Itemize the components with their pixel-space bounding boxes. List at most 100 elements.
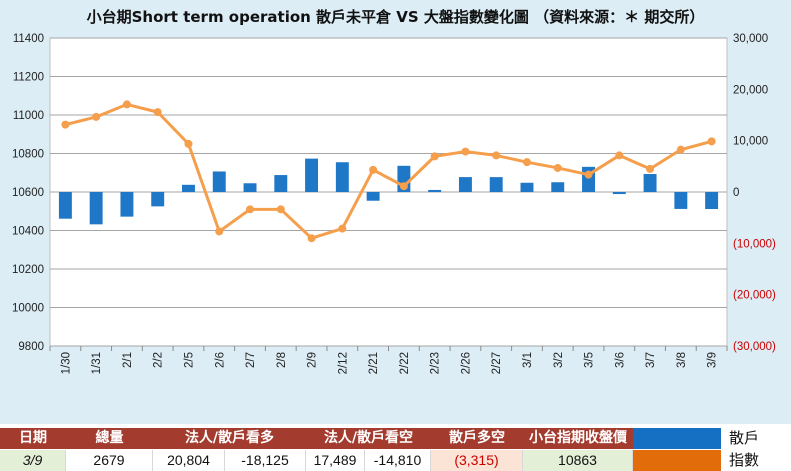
line-index xyxy=(65,102,713,240)
bar-retail xyxy=(520,182,534,192)
bar-retail xyxy=(674,192,688,209)
cell-net: (3,315) xyxy=(431,450,523,471)
x-tick-label: 2/9 xyxy=(307,352,319,368)
x-tick-label: 3/6 xyxy=(614,352,626,368)
header-date: 日期 xyxy=(0,428,66,449)
chart-panel: 9800 10000 10200 10400 10600 10800 11000 11200 1… xyxy=(0,0,791,424)
left-tick-label: 9800 xyxy=(18,341,44,353)
point-index xyxy=(553,163,562,172)
x-tick-label: 3/1 xyxy=(522,352,534,368)
x-tick-label: 2/22 xyxy=(399,352,411,374)
left-tick-label: 11400 xyxy=(13,33,44,45)
bar-retail xyxy=(120,192,134,217)
right-tick-label: 20,000 xyxy=(733,84,768,96)
cell-short-inst: 17,489 xyxy=(306,450,365,471)
x-tick-label: 2/21 xyxy=(368,352,380,374)
x-tick-label: 3/9 xyxy=(707,352,719,368)
cell-long-retail: -18,125 xyxy=(225,450,306,471)
bar-retail xyxy=(458,177,472,192)
point-index xyxy=(61,120,70,129)
bar-retail xyxy=(274,175,288,192)
point-index xyxy=(338,224,347,233)
table-header-row: 日期 總量 法人/散戶看多 法人/散戶看空 散戶多空 小台指期收盤價 散戶 xyxy=(0,428,791,449)
cell-long-inst: 20,804 xyxy=(153,450,225,471)
right-tick-label: (20,000) xyxy=(733,290,776,302)
header-volume: 總量 xyxy=(66,428,153,449)
bar-retail xyxy=(182,184,195,192)
point-index xyxy=(246,205,255,214)
point-index xyxy=(276,205,285,214)
right-tick-label: (10,000) xyxy=(733,238,776,250)
chart-plot: 9800 10000 10200 10400 10600 10800 11000 11200 1… xyxy=(12,33,776,374)
x-tick-label: 2/8 xyxy=(276,352,288,368)
cell-short-retail: -14,810 xyxy=(365,450,431,471)
left-tick-label: 11000 xyxy=(13,110,44,122)
point-index xyxy=(461,147,470,156)
left-tick-label: 10800 xyxy=(12,149,44,161)
bar-retail xyxy=(489,177,503,192)
left-tick-label: 10400 xyxy=(12,226,44,238)
left-tick-label: 10600 xyxy=(12,187,44,199)
bar-retail xyxy=(705,192,719,210)
x-tick-label: 2/6 xyxy=(214,352,226,368)
bar-retail xyxy=(643,174,657,192)
bar-retail xyxy=(366,192,380,201)
cell-volume: 2679 xyxy=(66,450,153,471)
bar-retail xyxy=(305,158,319,192)
point-index xyxy=(215,227,224,236)
x-tick-label: 2/27 xyxy=(491,352,503,374)
left-tick-label: 10000 xyxy=(12,303,44,315)
x-tick-label: 3/5 xyxy=(584,352,596,368)
point-index xyxy=(676,145,685,154)
point-index xyxy=(615,151,624,160)
bar-retail xyxy=(151,192,165,207)
table-value-row: 3/9 2679 20,804 -18,125 17,489 -14,810 (… xyxy=(0,450,791,471)
point-index xyxy=(492,151,501,160)
header-net: 散戶多空 xyxy=(431,428,523,449)
x-tick-label: 2/5 xyxy=(183,352,195,368)
right-tick-label: (30,000) xyxy=(733,341,776,353)
x-tick-label: 3/8 xyxy=(676,352,688,368)
point-index xyxy=(584,170,593,179)
x-tick-label: 2/2 xyxy=(153,352,165,368)
point-index xyxy=(646,164,655,173)
point-index xyxy=(307,234,316,243)
bar-retail xyxy=(58,192,72,219)
left-tick-label: 10200 xyxy=(12,264,44,276)
chart-title: 小台期Short term operation 散戶未平倉 VS 大盤指數變化圖… xyxy=(86,8,705,26)
x-tick-label: 1/31 xyxy=(91,352,103,374)
x-tick-label: 2/7 xyxy=(245,352,257,368)
point-index xyxy=(707,137,716,146)
point-index xyxy=(430,152,439,161)
x-tick-label: 3/2 xyxy=(553,352,565,368)
x-tick-label: 2/1 xyxy=(122,352,134,368)
bar-retail xyxy=(551,182,565,192)
right-tick-label: 30,000 xyxy=(733,33,768,45)
x-tick-label: 2/26 xyxy=(460,352,472,374)
point-index xyxy=(369,165,378,174)
x-tick-label: 1/30 xyxy=(60,352,72,374)
left-tick-label: 11200 xyxy=(13,72,44,84)
point-index xyxy=(153,108,162,117)
bar-retail xyxy=(612,192,626,195)
bar-retail xyxy=(212,171,226,192)
bar-retail xyxy=(243,183,257,192)
legend-swatch-index xyxy=(633,450,721,471)
point-index xyxy=(522,158,531,167)
header-long: 法人/散戶看多 xyxy=(153,428,306,449)
point-index xyxy=(399,182,408,191)
point-index xyxy=(184,139,193,148)
bar-retail xyxy=(335,162,349,192)
x-tick-label: 2/12 xyxy=(337,352,349,374)
legend-swatch-retail xyxy=(633,428,721,449)
header-short: 法人/散戶看空 xyxy=(306,428,431,449)
cell-close: 10863 xyxy=(523,450,633,471)
right-tick-label: 0 xyxy=(733,187,739,199)
bar-retail xyxy=(89,192,103,225)
legend-label-index: 指數 xyxy=(721,450,791,471)
x-tick-label: 2/23 xyxy=(430,352,442,374)
point-index xyxy=(92,112,101,121)
right-tick-label: 10,000 xyxy=(733,136,768,148)
x-tick-label: 3/7 xyxy=(645,352,657,368)
point-index xyxy=(122,100,131,109)
